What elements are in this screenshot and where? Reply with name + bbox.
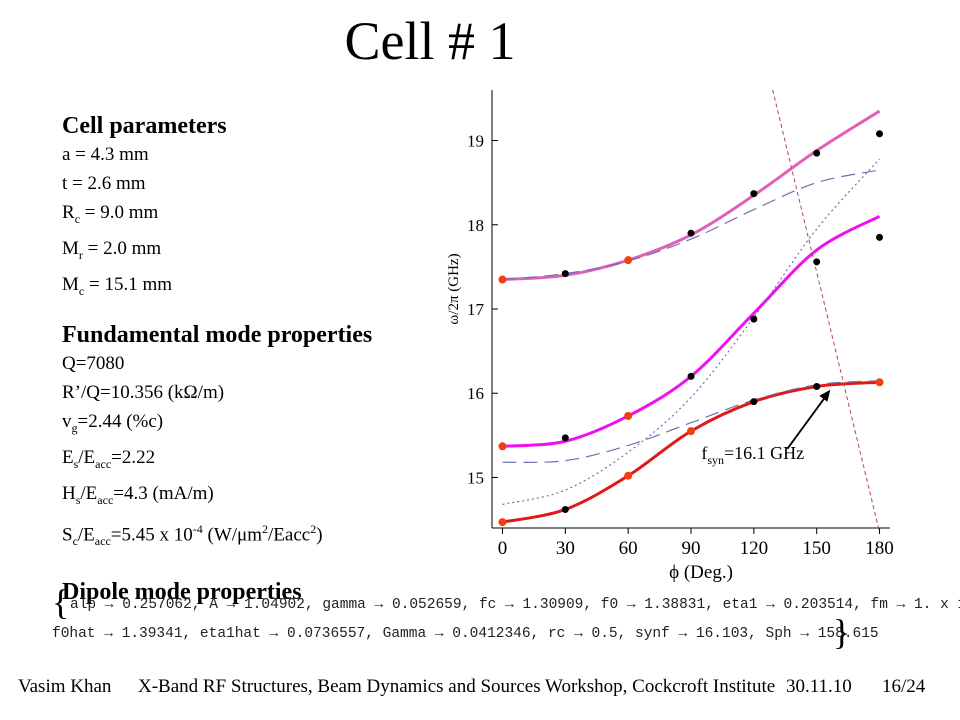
- result-line-2: f0hat → 1.39341, eta1hat → 0.0736557, Ga…: [52, 626, 879, 642]
- footer-event: X-Band RF Structures, Beam Dynamics and …: [138, 676, 776, 697]
- data-point-orange: [498, 442, 507, 451]
- y-tick-label: 18: [467, 216, 484, 235]
- annotation-label: fsyn=16.1 GHz: [701, 443, 804, 467]
- y-tick-label: 17: [467, 300, 485, 319]
- x-tick-label: 120: [740, 538, 769, 559]
- x-tick-label: 30: [556, 538, 575, 559]
- series-line-middle-1: [502, 215, 881, 448]
- fund-sc: Sc/Eacc=5.45 x 10-4 (W/μm2/Eacc2): [62, 521, 323, 548]
- y-tick-label: 19: [467, 132, 484, 151]
- dipole-heading: Dipole mode properties: [62, 578, 302, 605]
- series-line-dotted-5: [502, 158, 880, 506]
- param-t: t = 2.6 mm: [62, 173, 146, 194]
- mathematica-result: { alp → 0.257062, A → 1.04902, gamma → 0…: [46, 582, 960, 650]
- y-tick-label: 16: [467, 384, 484, 403]
- data-point: [876, 233, 884, 241]
- data-point: [750, 315, 758, 323]
- x-tick-label: 0: [498, 538, 508, 559]
- y-tick-label: 15: [467, 468, 484, 487]
- data-point: [561, 505, 569, 513]
- data-point-orange: [498, 275, 507, 284]
- annotation-arrow-shaft: [786, 392, 830, 450]
- data-point: [813, 149, 821, 157]
- footer-author: Vasim Khan: [18, 676, 112, 697]
- data-point-orange: [624, 411, 633, 420]
- data-point: [687, 372, 695, 380]
- annotation-arrow-head: [819, 389, 831, 402]
- data-point-orange: [498, 518, 507, 527]
- series-line-dashed-3: [502, 169, 880, 281]
- fund-q: Q=7080: [62, 353, 125, 375]
- dispersion-chart: 0 30 60 90 120 150 180 15 16 17 18 19 ϕ (Deg.) ω/2π (…: [446, 89, 894, 583]
- data-point: [750, 398, 758, 406]
- data-point: [561, 434, 569, 442]
- series-line-dashed-4: [502, 379, 880, 464]
- series-line-light_line-6: [772, 89, 881, 533]
- data-point-orange: [687, 427, 695, 436]
- series-line-lower-2: [502, 380, 880, 524]
- data-point: [813, 382, 821, 390]
- result-brace-open: {: [52, 582, 70, 622]
- data-point: [561, 270, 569, 278]
- cell-params-heading: Cell parameters: [62, 113, 227, 139]
- data-point-orange: [624, 256, 633, 265]
- properties-panel: Cell parameters a = 4.3 mm t = 2.6 mm Rc…: [62, 112, 442, 606]
- x-axis-label: ϕ (Deg.): [669, 562, 733, 583]
- x-tick-label: 180: [865, 538, 894, 559]
- series-line-upper-0: [502, 109, 881, 282]
- fund-rq: R’/Q=10.356 (kΩ/m): [62, 382, 225, 404]
- param-mr: Mr = 2.0 mm: [62, 237, 162, 262]
- slide-title: Cell # 1: [344, 11, 516, 71]
- data-point: [750, 190, 758, 198]
- result-line-1: alp → 0.257062, A → 1.04902, gamma → 0.0…: [70, 596, 960, 613]
- fund-vg: vg=2.44 (%c): [62, 411, 164, 436]
- param-mc: Mc = 15.1 mm: [62, 273, 173, 298]
- param-a: a = 4.3 mm: [62, 144, 149, 165]
- x-tick-label: 150: [802, 538, 831, 559]
- footer-date: 30.11.10: [786, 676, 852, 697]
- data-point-orange: [624, 471, 633, 480]
- x-tick-label: 90: [682, 538, 701, 559]
- fund-hs: Hs/Eacc=4.3 (mA/m): [62, 482, 214, 507]
- fund-es: Es/Eacc=2.22: [62, 447, 156, 471]
- x-tick-label: 60: [619, 538, 638, 559]
- fundamental-heading: Fundamental mode properties: [62, 322, 373, 349]
- data-point: [687, 229, 695, 237]
- footer-page: 16/24: [882, 676, 926, 697]
- result-brace-close: }: [833, 612, 851, 652]
- data-point-orange: [875, 378, 884, 387]
- data-point: [876, 130, 884, 138]
- param-rc: Rc = 9.0 mm: [62, 202, 159, 226]
- y-axis-label: ω/2π (GHz): [446, 253, 462, 324]
- data-point: [813, 258, 821, 266]
